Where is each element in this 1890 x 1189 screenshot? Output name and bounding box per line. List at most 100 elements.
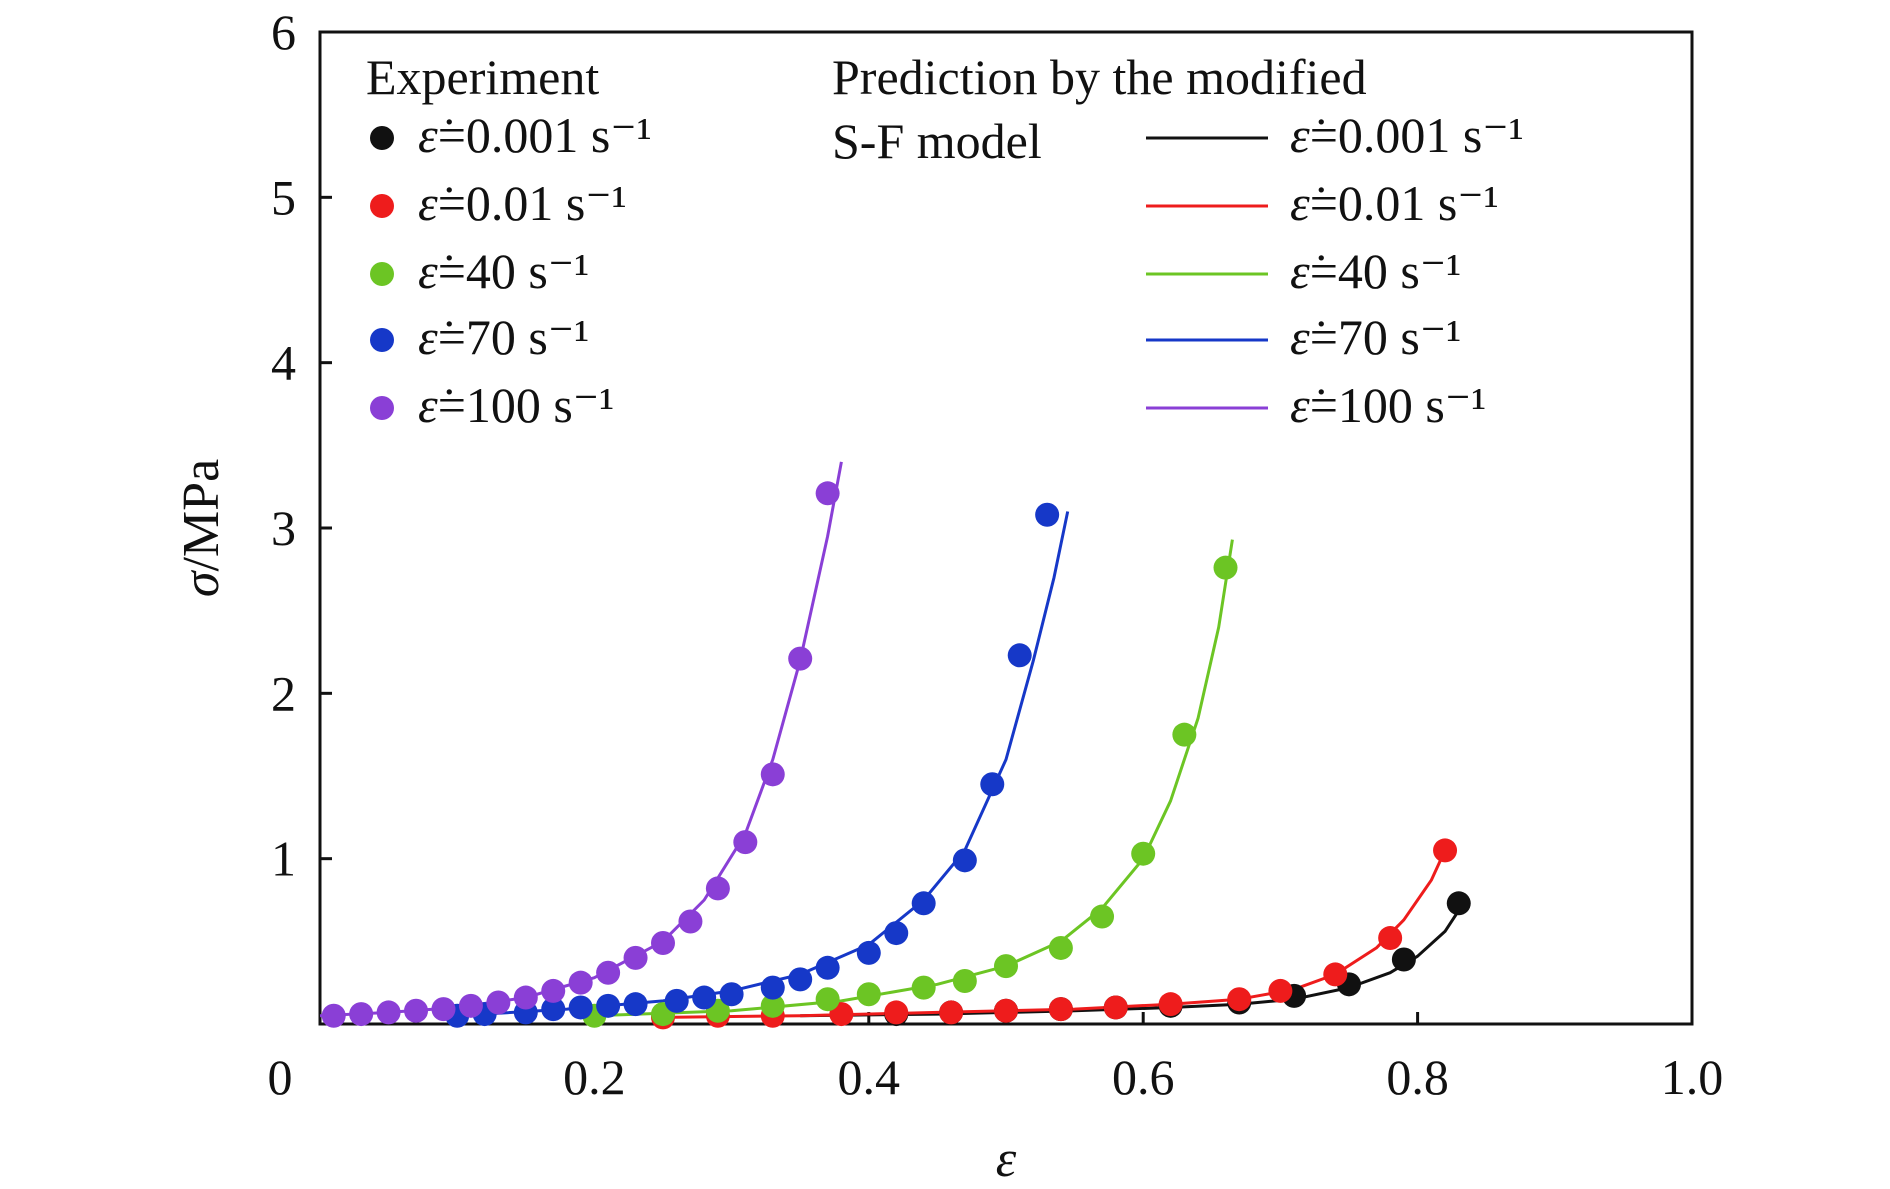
x-tick-label: 0.8 bbox=[1386, 1049, 1449, 1105]
experiment-point bbox=[733, 830, 758, 855]
experiment-point bbox=[541, 997, 566, 1022]
experiment-point bbox=[1213, 555, 1238, 580]
prediction-line-5 bbox=[319, 461, 843, 1018]
legend-experiment-marker bbox=[370, 328, 394, 352]
experiment-point bbox=[1090, 904, 1115, 929]
experiment-point bbox=[1048, 935, 1073, 960]
legend-prediction-label: ε̇=40 s⁻¹ bbox=[1290, 243, 1461, 299]
experiment-point bbox=[376, 1000, 401, 1025]
legend-prediction-label: ε̇=0.01 s⁻¹ bbox=[1290, 175, 1499, 231]
legend-experiment-label: ε̇=0.01 s⁻¹ bbox=[418, 175, 627, 231]
experiment-point bbox=[1378, 926, 1403, 951]
legend-experiment-label: ε̇=0.001 s⁻¹ bbox=[418, 107, 652, 163]
experiment-point bbox=[980, 772, 1005, 797]
legend-prediction: Prediction by the modified S-F model ε̇=… bbox=[832, 49, 1524, 433]
experiment-point bbox=[760, 993, 785, 1018]
experiment-point bbox=[568, 995, 593, 1020]
experiment-point bbox=[541, 978, 566, 1003]
experiment-point bbox=[1158, 992, 1183, 1017]
x-tick-label: 1.0 bbox=[1661, 1049, 1724, 1105]
experiment-point bbox=[596, 993, 621, 1018]
legend-experiment-label: ε̇=70 s⁻¹ bbox=[418, 309, 589, 365]
experiment-point bbox=[815, 955, 840, 980]
y-tick-label: 4 bbox=[271, 335, 296, 391]
legend-prediction-label: ε̇=70 s⁻¹ bbox=[1290, 309, 1461, 365]
legend-experiment-title: Experiment bbox=[366, 49, 599, 105]
experiment-point bbox=[705, 876, 730, 901]
experiment-point bbox=[596, 960, 621, 985]
experiment-point bbox=[1268, 978, 1293, 1003]
experiment-point bbox=[856, 982, 881, 1007]
experiment-point bbox=[1227, 987, 1252, 1012]
experiment-point bbox=[884, 921, 909, 946]
legend-prediction-title-line2: S-F model bbox=[832, 113, 1042, 169]
experiment-point bbox=[568, 970, 593, 995]
experiment-point bbox=[994, 954, 1018, 979]
experiment-point bbox=[1048, 997, 1073, 1022]
y-axis-ticks: 1 2 3 4 5 6 bbox=[271, 4, 332, 887]
experiment-point bbox=[952, 969, 977, 994]
experiment-point bbox=[458, 993, 483, 1018]
experiment-point bbox=[623, 945, 648, 970]
legend-prediction-label: ε̇=0.001 s⁻¹ bbox=[1290, 107, 1524, 163]
experiment-point bbox=[678, 909, 703, 934]
prediction-line-3 bbox=[594, 539, 1234, 1018]
prediction-line-4 bbox=[457, 511, 1070, 1018]
experiment-point bbox=[1035, 502, 1060, 527]
experiment-point bbox=[1323, 962, 1348, 987]
y-tick-label: 1 bbox=[271, 831, 296, 887]
experiment-point bbox=[404, 998, 429, 1023]
y-tick-label: 3 bbox=[271, 500, 296, 556]
legend-experiment-label: ε̇=100 s⁻¹ bbox=[418, 377, 614, 433]
legend-experiment-marker bbox=[370, 126, 394, 150]
y-tick-label: 6 bbox=[271, 4, 296, 60]
x-tick-label: 0.4 bbox=[838, 1049, 901, 1105]
y-axis-label-unit: /MPa bbox=[173, 459, 230, 572]
experiment-point bbox=[1172, 722, 1197, 747]
y-axis-label: σ/MPa bbox=[173, 459, 230, 597]
legend-experiment-label: ε̇=40 s⁻¹ bbox=[418, 243, 589, 299]
experiment-point bbox=[1391, 947, 1416, 972]
experiment-point bbox=[1131, 841, 1156, 866]
y-axis-label-symbol: σ bbox=[173, 569, 230, 597]
legend-experiment-marker bbox=[370, 396, 394, 420]
y-tick-label: 5 bbox=[271, 169, 296, 225]
experiment-point bbox=[760, 762, 785, 787]
experiment-point bbox=[952, 848, 977, 873]
experiment-point bbox=[349, 1002, 374, 1027]
experiment-point bbox=[1007, 643, 1032, 668]
prediction-line-2 bbox=[662, 849, 1447, 1019]
legend-experiment-marker bbox=[370, 194, 394, 218]
experiment-point bbox=[911, 975, 936, 1000]
experiment-point bbox=[760, 975, 785, 1000]
experiment-point bbox=[815, 987, 840, 1012]
x-tick-label: 0.2 bbox=[563, 1049, 626, 1105]
experiment-point bbox=[321, 1003, 346, 1028]
experiment-point bbox=[856, 940, 881, 965]
experiment-point bbox=[788, 646, 813, 671]
experiment-point bbox=[431, 997, 456, 1022]
y-tick-label: 2 bbox=[271, 665, 296, 721]
experiment-point bbox=[911, 891, 936, 916]
experiment-point bbox=[513, 985, 538, 1010]
experiment-point bbox=[1446, 891, 1471, 916]
legend-prediction-title-line1: Prediction by the modified bbox=[832, 49, 1367, 105]
experiment-point bbox=[939, 1000, 964, 1025]
experiment-point bbox=[719, 982, 744, 1007]
x-tick-label: 0 bbox=[268, 1049, 293, 1105]
experiment-point bbox=[788, 967, 813, 992]
experiment-point bbox=[1103, 995, 1128, 1020]
experiment-point bbox=[623, 992, 648, 1017]
legend-experiment-marker bbox=[370, 262, 394, 286]
experiment-points bbox=[321, 481, 1471, 1030]
experiment-point bbox=[1433, 838, 1458, 863]
experiment-point bbox=[692, 985, 717, 1010]
x-axis-ticks: 0 0.2 0.4 0.6 0.8 1.0 bbox=[268, 1012, 1724, 1105]
legend-experiment: Experiment ε̇=0.001 s⁻¹ ε̇=0.01 s⁻¹ ε̇=40 … bbox=[366, 49, 652, 433]
experiment-point bbox=[884, 1000, 909, 1025]
x-tick-label: 0.6 bbox=[1112, 1049, 1175, 1105]
experiment-point bbox=[815, 481, 840, 506]
experiment-point bbox=[664, 988, 689, 1013]
legend-prediction-label: ε̇=100 s⁻¹ bbox=[1290, 377, 1486, 433]
